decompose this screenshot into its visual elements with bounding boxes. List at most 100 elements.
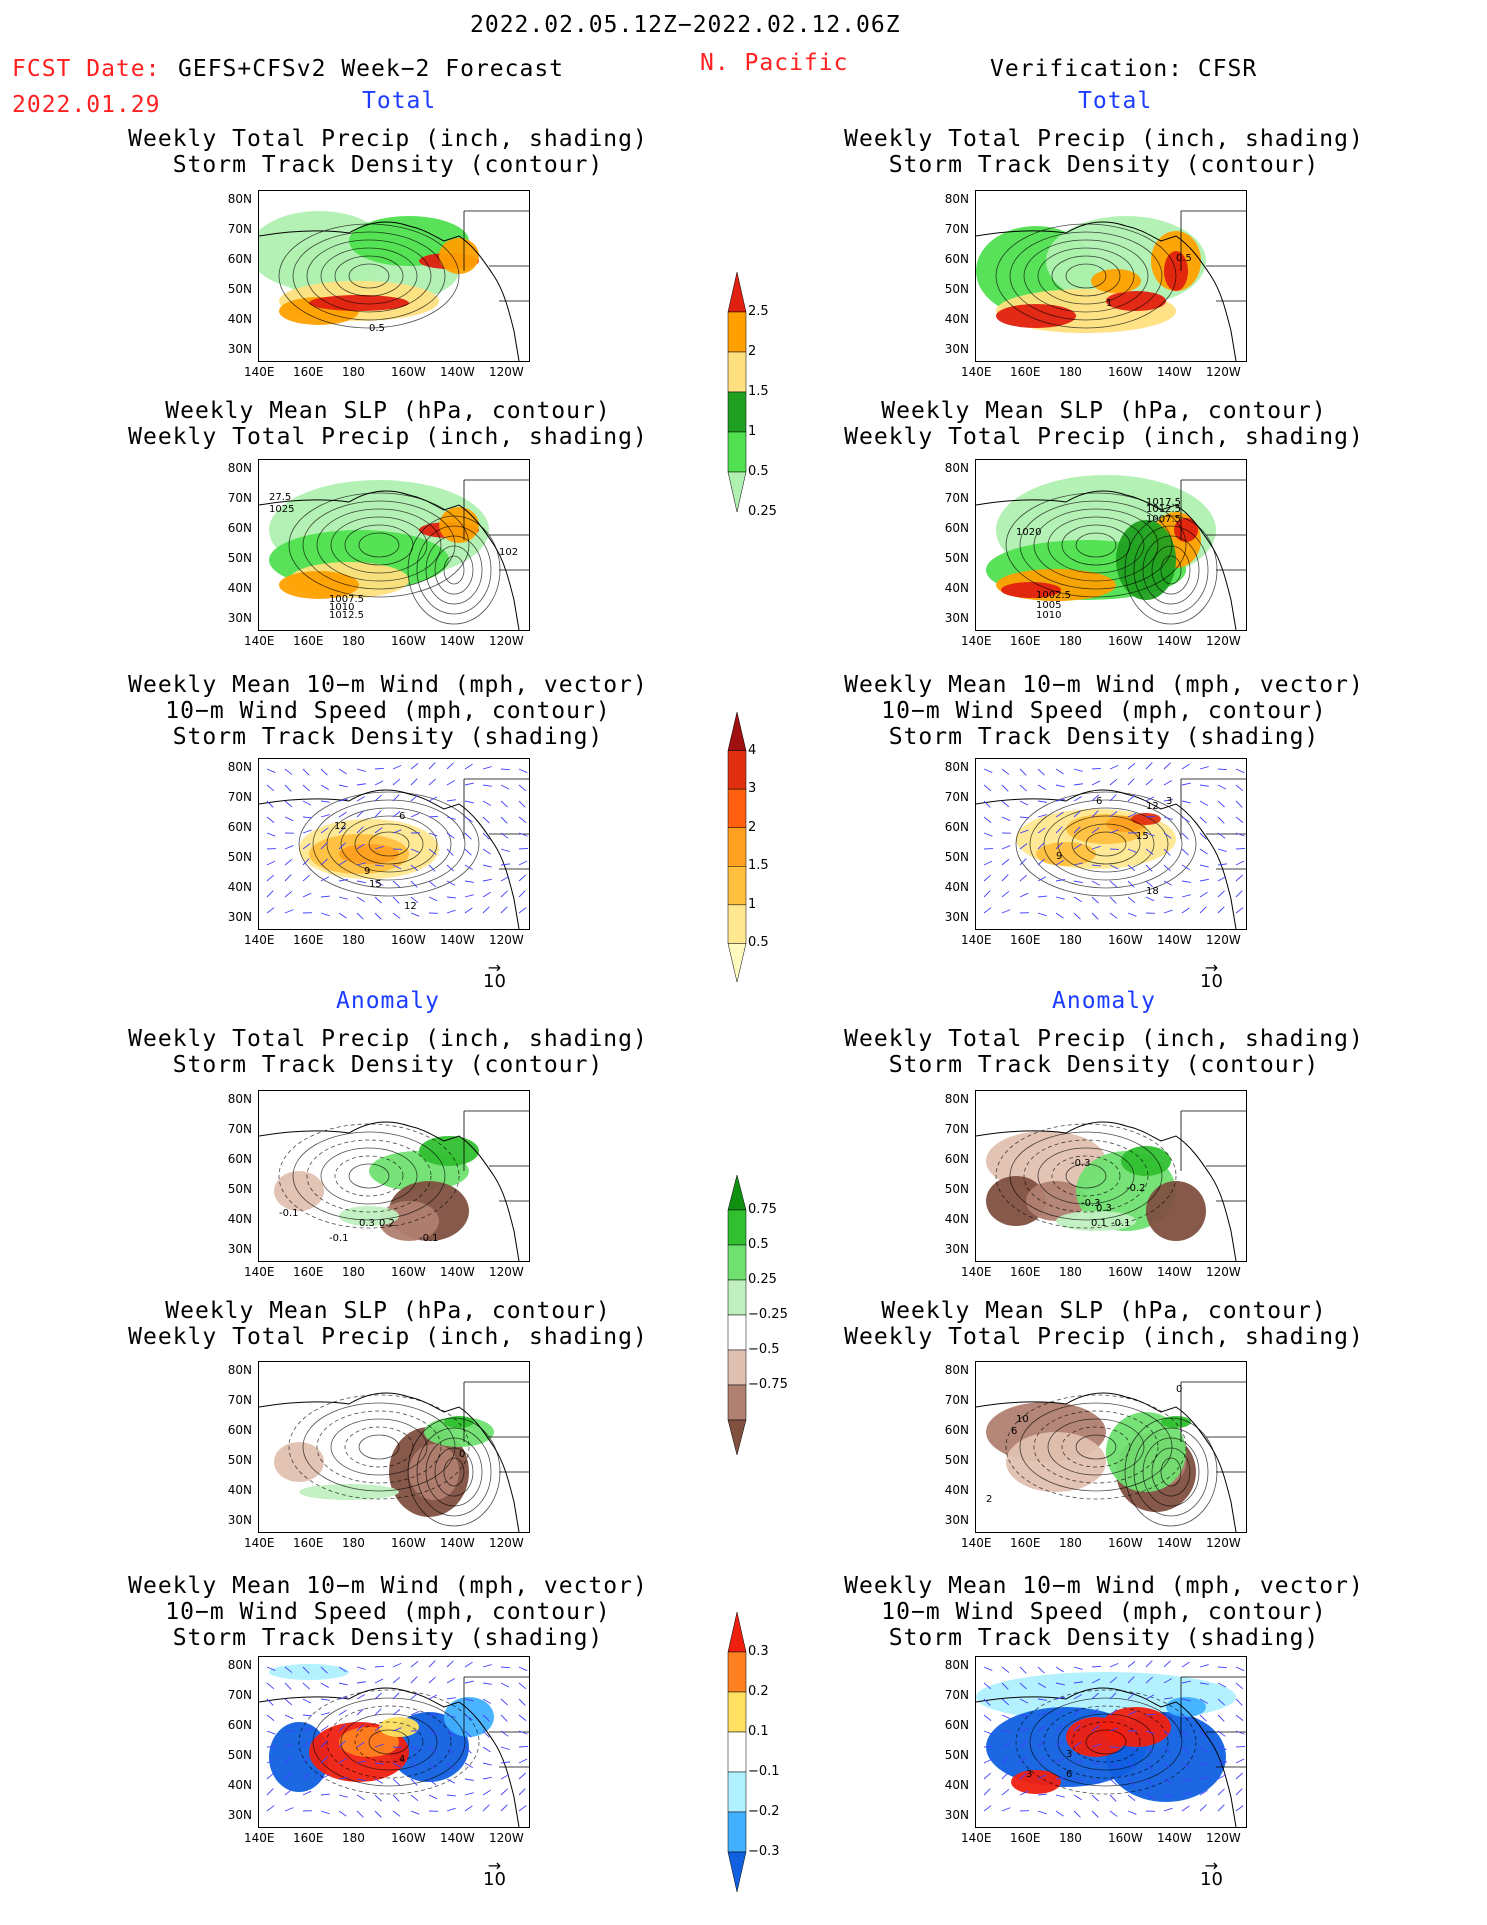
wind-vector (1145, 796, 1155, 802)
wind-vector (338, 798, 348, 802)
lon-tick-label: 160W (391, 1536, 426, 1550)
wind-vector (1001, 874, 1009, 882)
right-map-panel-0: 0.5 1 (975, 190, 1247, 362)
colorbar-anom-precip (727, 1174, 747, 1456)
wind-vector (1001, 1756, 1010, 1764)
left-panel-3-title-line: Storm Track Density (contour) (172, 1052, 604, 1078)
fcst-date-label: FCST Date: (12, 56, 161, 82)
wind-vector (338, 859, 347, 866)
colorbar-swatch (727, 1691, 747, 1733)
wind-vector (1109, 1662, 1119, 1668)
wind-vector (284, 1772, 292, 1780)
wind-vector (1163, 1678, 1173, 1684)
contour-label: 3 (1066, 1749, 1072, 1760)
contour-line (368, 831, 410, 857)
wind-vector (446, 1807, 456, 1812)
wind-vector (320, 784, 329, 790)
lat-tick-label: 50N (944, 850, 969, 864)
wind-vector (1109, 811, 1118, 818)
wind-vector (518, 1746, 529, 1748)
contour-line (1124, 515, 1218, 625)
wind-vector (500, 863, 510, 866)
coastline (976, 221, 1237, 361)
model-label: GEFS+CFSv2 Week−2 Forecast (178, 56, 565, 82)
wind-vector (1217, 832, 1226, 839)
left-panel-1-title-line: Weekly Mean SLP (hPa, contour) (165, 398, 611, 424)
lat-tick-label: 80N (944, 1092, 969, 1106)
border-lines (463, 479, 529, 571)
wind-vector (266, 1730, 276, 1735)
wind-vector (338, 1682, 348, 1686)
wind-vector (518, 1682, 527, 1690)
wind-vector (1217, 876, 1227, 882)
wind-vector (1217, 863, 1227, 866)
lat-tick-label: 40N (227, 880, 252, 894)
contour-label: 9 (1056, 851, 1062, 862)
left-map-panel-0: 0.5 (258, 190, 530, 362)
wind-vector (356, 810, 364, 818)
colorbar-label: −0.1 (748, 1764, 780, 1779)
wind-vector (500, 1682, 510, 1688)
left-map-panel-1: 27.5 1025 1007.5 1010 1012.5 102 (258, 459, 530, 631)
wind-vector (302, 829, 312, 834)
wind-vector (374, 794, 382, 802)
lon-tick-label: 140E (244, 365, 275, 379)
left-panel-2-title-line: 10−m Wind Speed (mph, contour) (165, 698, 611, 724)
lon-tick-label: 160E (1010, 365, 1041, 379)
colorbar-swatch (727, 1611, 747, 1653)
wind-vector (1181, 848, 1189, 856)
contour-line (334, 255, 404, 297)
wind-vector (1019, 843, 1028, 850)
wind-vector (1073, 880, 1083, 884)
wind-vector (374, 1678, 384, 1684)
wind-vector (482, 784, 492, 787)
coastline (976, 1121, 1237, 1261)
wind-vector (284, 874, 292, 882)
wind-vector (320, 1774, 330, 1780)
wind-vector (500, 768, 511, 771)
contour-line (278, 1123, 460, 1229)
right-panel-5-title-line: Weekly Mean 10−m Wind (mph, vector) (844, 1573, 1364, 1599)
lat-tick-label: 50N (227, 1182, 252, 1196)
wind-vector (464, 1746, 472, 1754)
lon-tick-label: 120W (489, 1536, 524, 1550)
wind-vector (1127, 1676, 1135, 1684)
contour-line (302, 500, 456, 590)
wind-vector (284, 1756, 293, 1764)
lat-tick-label: 80N (227, 760, 252, 774)
contour-line (368, 1729, 410, 1755)
wind-vector (464, 1714, 473, 1721)
wind-vector (428, 1713, 439, 1716)
lat-tick-label: 80N (944, 461, 969, 475)
wind-vector (1145, 1713, 1156, 1716)
wind-vector (500, 1666, 511, 1669)
wind-vector (1217, 1746, 1227, 1751)
wind-vector (302, 1772, 311, 1780)
wind-vector (1091, 1665, 1102, 1668)
wind-vector (266, 816, 275, 823)
wind-vector (1073, 826, 1081, 834)
wind-vector (500, 1788, 508, 1796)
shading-cell (439, 238, 479, 274)
wind-vector (1001, 816, 1011, 822)
wind-vector (1091, 845, 1101, 850)
contour-line (1043, 1705, 1169, 1779)
border-lines (1180, 778, 1246, 870)
wind-vector (1235, 832, 1245, 837)
wind-vector (284, 1698, 293, 1706)
contour-line (298, 1689, 480, 1795)
lat-tick-label: 80N (944, 192, 969, 206)
wind-vector (1001, 890, 1010, 898)
wind-vector (482, 1730, 490, 1738)
wind-vector (446, 1678, 456, 1684)
wind-vector (338, 896, 348, 900)
lat-tick-label: 30N (944, 611, 969, 625)
wind-vector (482, 816, 490, 824)
lon-tick-label: 180 (342, 1265, 365, 1279)
wind-vector (1037, 876, 1047, 882)
wind-vector (1199, 864, 1209, 868)
lat-tick-label: 70N (944, 1393, 969, 1407)
wind-vector (1109, 896, 1117, 904)
wind-vector (392, 1794, 400, 1802)
lon-tick-label: 140W (1157, 365, 1192, 379)
